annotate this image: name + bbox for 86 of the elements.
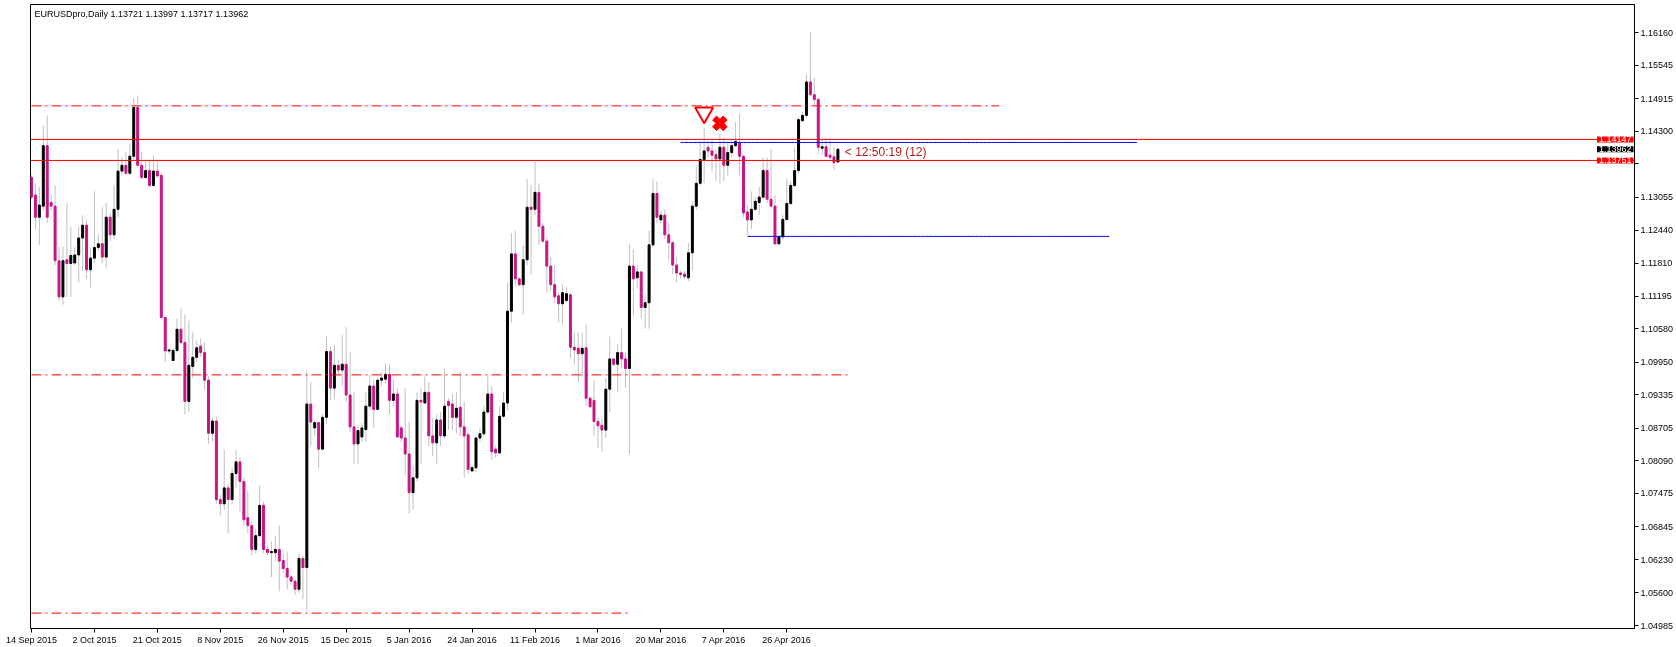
- y-tick-label: 1.14300: [1640, 126, 1674, 137]
- y-tick-label: 1.08090: [1640, 455, 1674, 466]
- candlestick: [576, 331, 580, 383]
- x-tick-label: 7 Apr 2016: [701, 634, 746, 645]
- x-tick-label: 26 Nov 2015: [257, 634, 309, 645]
- candlestick: [89, 247, 92, 288]
- candlestick: [332, 344, 336, 400]
- candlestick: [616, 344, 620, 393]
- candlestick: [435, 413, 439, 465]
- y-tick-label: 1.11810: [1640, 258, 1673, 269]
- x-tick-label: 11 Feb 2016: [510, 634, 560, 645]
- candlestick: [726, 140, 730, 176]
- x-tick-label: 14 Sep 2015: [5, 634, 58, 645]
- x-tick-label: 2 Oct 2015: [72, 634, 117, 645]
- y-tick-label: 1.04985: [1640, 620, 1674, 631]
- candlestick: [808, 32, 812, 97]
- y-tick-label: 1.14915: [1640, 93, 1674, 104]
- candlestick: [655, 180, 659, 224]
- candlestick: [580, 331, 584, 377]
- candlestick: [702, 127, 706, 184]
- y-tick-label: 1.06845: [1640, 521, 1674, 532]
- candlestick: [281, 552, 285, 574]
- candlestick: [100, 206, 104, 264]
- candlestick: [450, 393, 454, 431]
- x-tick-label: 20 Mar 2016: [635, 634, 687, 645]
- x-tick-label: 21 Oct 2015: [132, 634, 182, 645]
- candlestick: [340, 334, 344, 387]
- x-tick-label: 15 Dec 2015: [320, 634, 372, 645]
- candlestick: [124, 150, 128, 176]
- candlestick: [458, 371, 462, 437]
- candlestick: [250, 520, 254, 556]
- x-tick-label: 8 Nov 2015: [197, 634, 244, 645]
- candlestick: [309, 381, 313, 447]
- candlestick: [663, 208, 667, 240]
- candlestick: [222, 449, 226, 511]
- candlestick: [151, 154, 155, 188]
- candlestick: [372, 379, 376, 429]
- candlestick: [553, 264, 557, 304]
- candlestick: [391, 379, 395, 407]
- candlestick: [273, 535, 277, 562]
- y-tick-label: 1.06230: [1640, 554, 1674, 565]
- candlestick: [277, 525, 281, 592]
- candlestick: [439, 411, 443, 447]
- candlestick: [631, 248, 635, 317]
- candlestick: [624, 352, 627, 389]
- y-tick-label: 1.12440: [1640, 225, 1674, 236]
- candlestick: [148, 158, 151, 188]
- x-tick-label: 26 Apr 2016: [762, 634, 811, 645]
- candlestick: [301, 554, 305, 600]
- candlestick: [419, 387, 423, 465]
- y-tick-label: 1.09950: [1640, 357, 1674, 368]
- candlestick: [749, 190, 753, 230]
- annotation: < 12:50:19 (12): [844, 145, 927, 160]
- candlestick: [600, 417, 604, 453]
- candlestick: [722, 137, 726, 182]
- candlestick: [529, 184, 533, 276]
- ref-line-label: 1.14147: [1598, 134, 1632, 145]
- candlestick: [454, 391, 458, 435]
- candlestick: [356, 425, 360, 465]
- y-tick-label: 1.13055: [1640, 192, 1674, 203]
- ref-line-label: 1.13751: [1598, 155, 1632, 166]
- y-tick-label: 1.15545: [1640, 60, 1674, 71]
- candlestick: [77, 226, 81, 284]
- candlestick: [226, 483, 230, 535]
- candlestick: [285, 551, 289, 590]
- candlestick: [462, 401, 466, 479]
- x-tick-label: 24 Jan 2016: [447, 634, 497, 645]
- y-tick-label: 1.08705: [1640, 423, 1674, 434]
- text: 1.13962: [1598, 144, 1632, 155]
- y-tick-label: 1.16160: [1640, 27, 1674, 38]
- candlestick: [108, 212, 112, 242]
- text: EURUSDpro,Daily 1.13721 1.13997 1.13717 1.13962: [34, 8, 249, 19]
- candlestick: [718, 132, 722, 184]
- candlestick: [210, 416, 214, 443]
- x-tick-label: 5 Jan 2016: [386, 634, 432, 645]
- y-tick-label: 1.11195: [1640, 291, 1672, 302]
- candlestick: [635, 264, 639, 290]
- y-tick-label: 1.07475: [1640, 488, 1674, 499]
- candlestick: [81, 214, 85, 272]
- y-tick-label: 1.05600: [1640, 587, 1674, 598]
- y-tick-label: 1.09335: [1640, 389, 1674, 400]
- y-tick-label: 1.10580: [1640, 323, 1674, 334]
- candlestick: [620, 328, 624, 369]
- x-tick-label: 1 Mar 2016: [575, 634, 621, 645]
- candlestick: [195, 339, 199, 363]
- candlestick: [446, 397, 450, 431]
